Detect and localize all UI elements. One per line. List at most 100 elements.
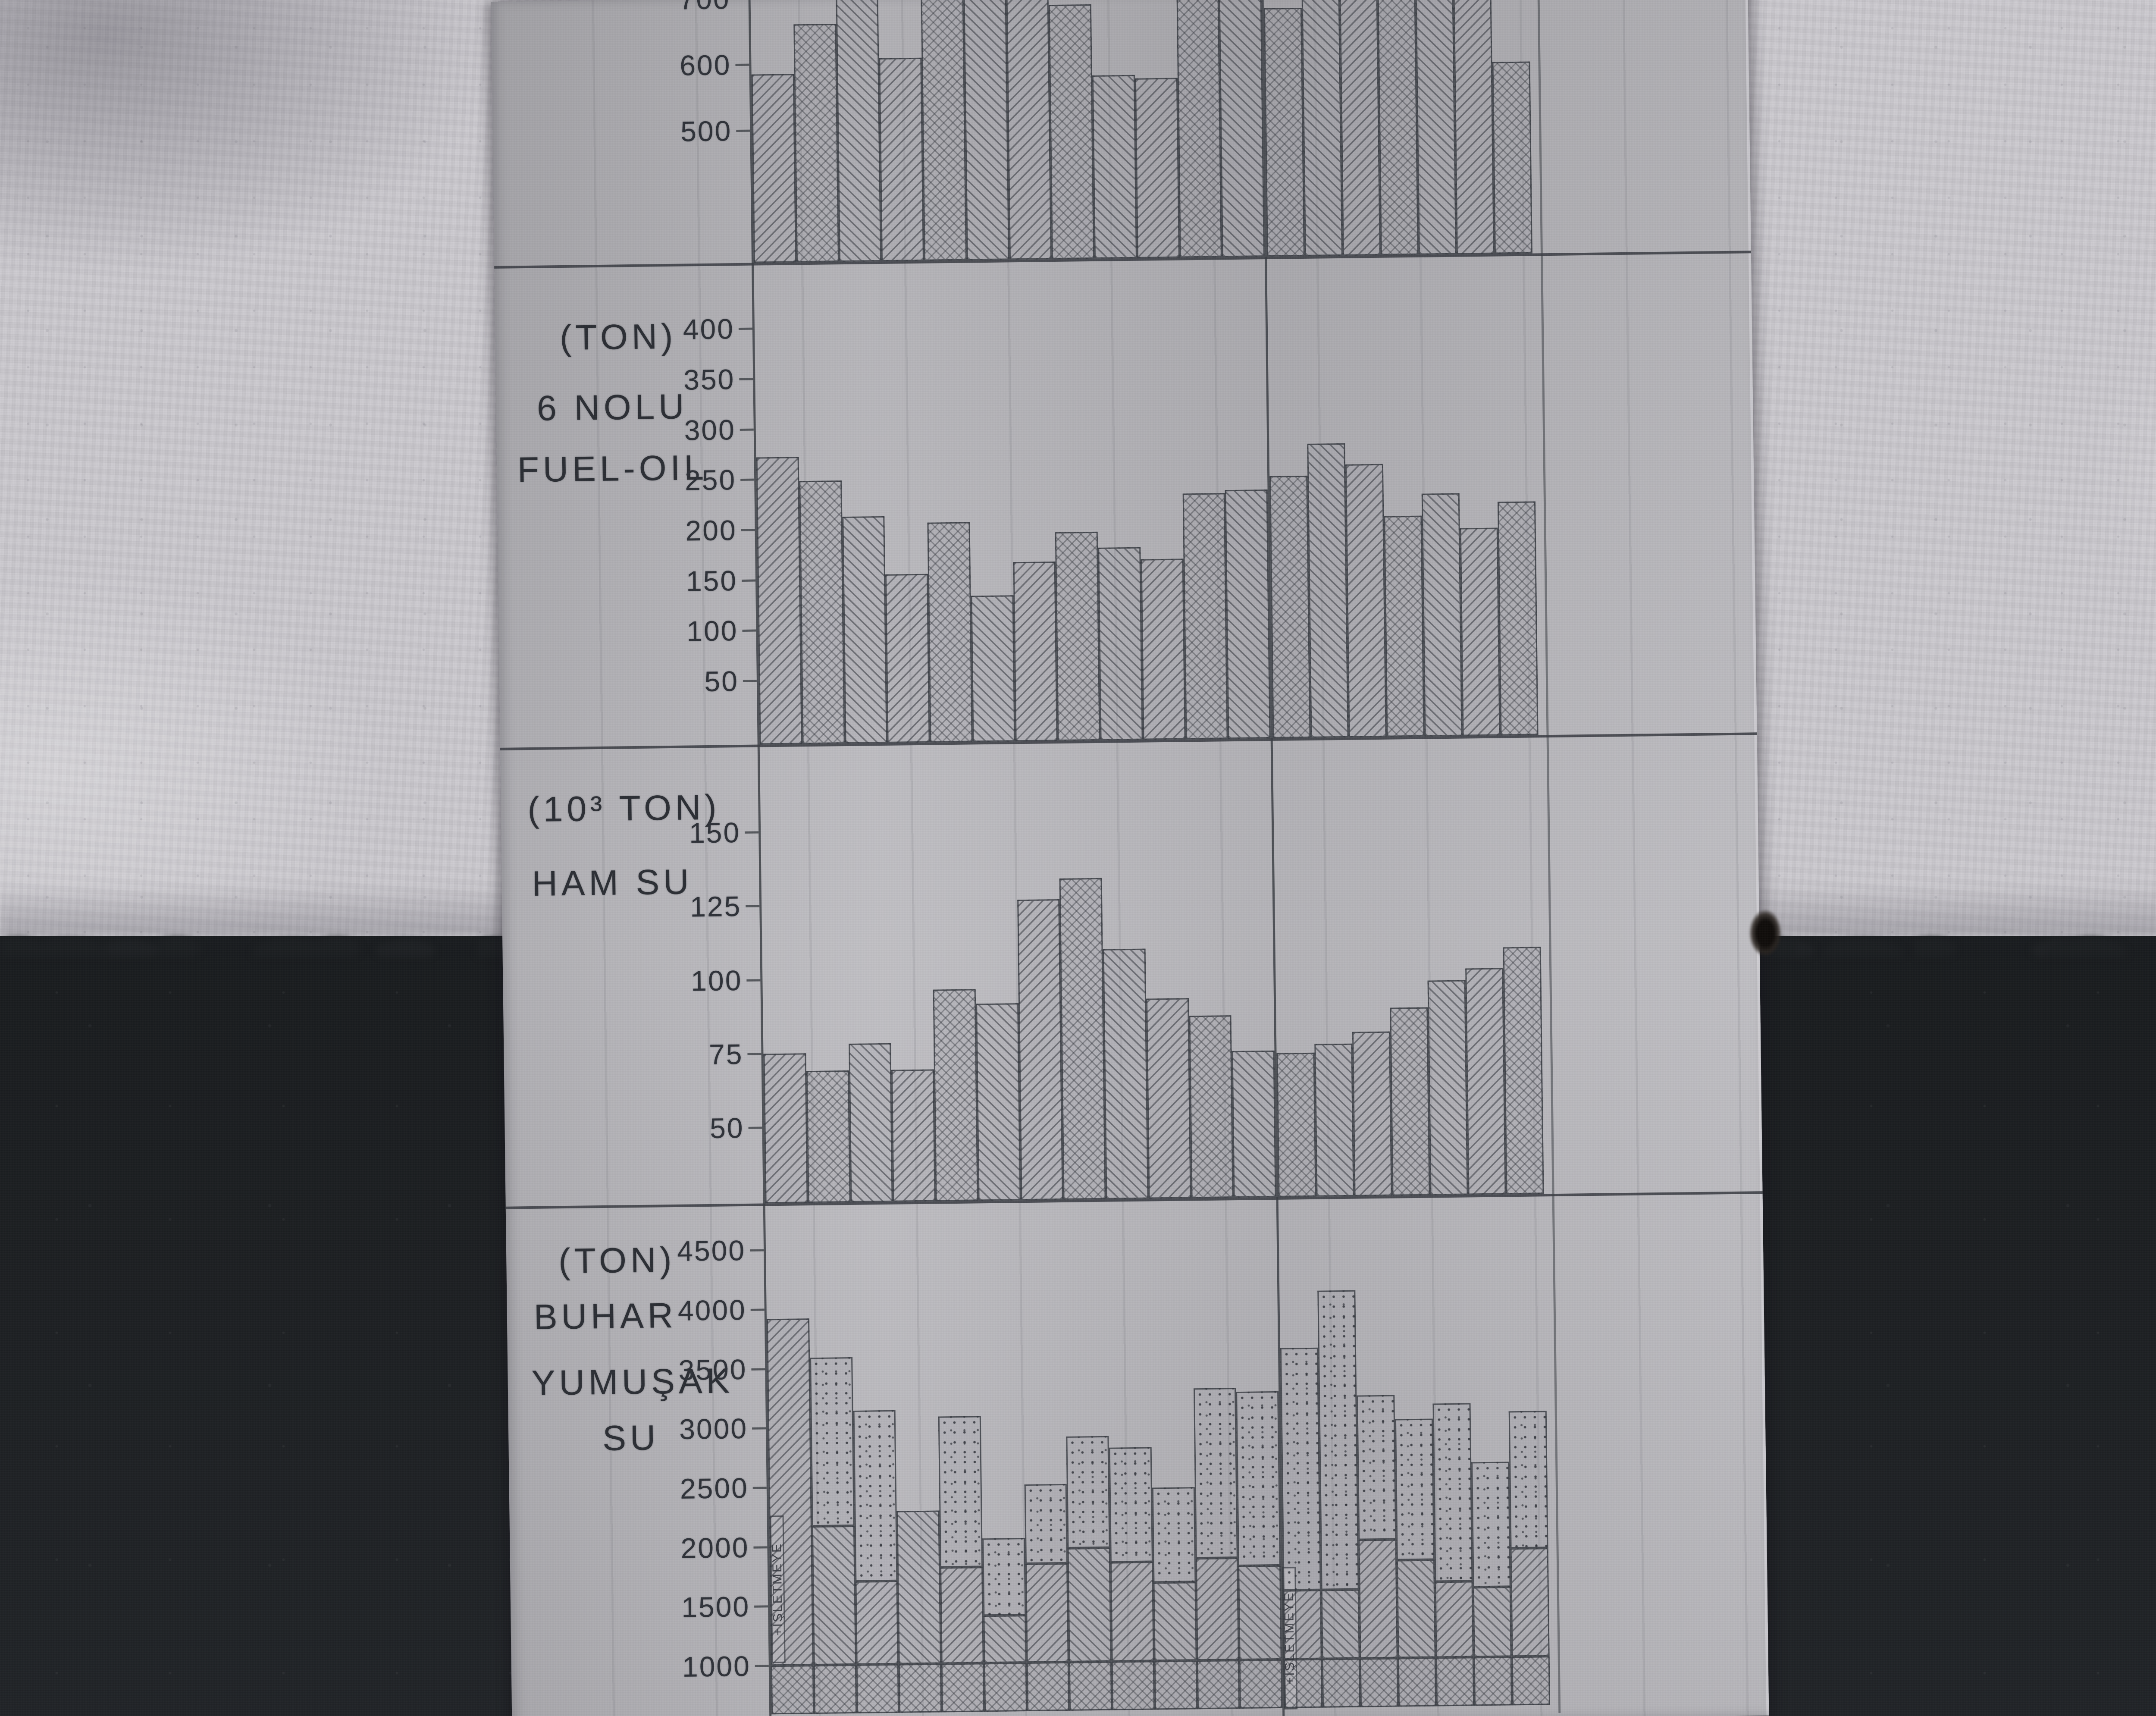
- bar: [1307, 443, 1348, 738]
- bar: [1492, 62, 1532, 254]
- bar: [1264, 8, 1305, 257]
- y-tick-mark: [749, 1126, 762, 1129]
- y-tick-mark: [751, 1368, 765, 1370]
- bar: [1006, 0, 1052, 260]
- bar: [1059, 878, 1106, 1200]
- bar-segment: [1432, 1403, 1473, 1581]
- bar-segment: [1358, 1539, 1398, 1658]
- bar-segment: [1471, 1462, 1511, 1587]
- y-tick-mark: [745, 831, 758, 834]
- y-tick-label: 200: [639, 514, 737, 548]
- bar: [891, 1069, 935, 1202]
- y-tick-mark: [753, 1546, 767, 1548]
- bar: [1013, 562, 1058, 742]
- y-tick-mark: [750, 1249, 764, 1252]
- chart-board: (TON) 6 NOLU FUEL-OIL (10³ TON) HAM SU (…: [491, 0, 1769, 1716]
- bar: [933, 989, 978, 1201]
- y-tick-mark: [746, 905, 759, 907]
- y-tick-label: 700: [633, 0, 730, 16]
- y-tick-label: 600: [634, 48, 731, 82]
- bar-segment: [1025, 1563, 1069, 1663]
- bar: [1377, 0, 1418, 255]
- bar: [1339, 0, 1380, 256]
- bar-segment: [983, 1615, 1026, 1663]
- bar: [842, 516, 887, 743]
- y-tick-label: 300: [638, 413, 736, 447]
- bar-segment: [1512, 1656, 1550, 1705]
- y-tick-mark: [743, 680, 757, 682]
- bar-segment: [1194, 1388, 1238, 1558]
- y-tick-label: 125: [644, 890, 742, 924]
- bar-segment: [1473, 1587, 1512, 1657]
- bar-segment: [814, 1665, 857, 1714]
- right-frame-line: [1547, 735, 1554, 1194]
- bar: [849, 1043, 893, 1202]
- y-tick-label: 350: [638, 363, 735, 397]
- bar-segment: [1283, 1590, 1322, 1660]
- bar-segment: [855, 1581, 899, 1665]
- y-tick-mark: [742, 630, 756, 632]
- bar: [756, 457, 802, 744]
- bar-segment: [941, 1663, 984, 1712]
- bar-segment: [1109, 1447, 1153, 1562]
- bar-segment: [856, 1664, 899, 1713]
- bar: [1103, 948, 1149, 1199]
- bar: [1390, 1007, 1430, 1195]
- bar-segment: [1360, 1658, 1398, 1707]
- bar-segment: [1110, 1562, 1154, 1662]
- y-tick-label: 1500: [653, 1590, 750, 1624]
- bar: [1135, 78, 1180, 258]
- bar: [1055, 532, 1100, 741]
- bar: [879, 58, 924, 261]
- bar-segment: [1112, 1661, 1155, 1710]
- bar: [1098, 547, 1143, 740]
- y-tick-label: 4000: [649, 1293, 746, 1327]
- y-tick-mark: [751, 1308, 765, 1311]
- y-tick-mark: [739, 328, 752, 330]
- bar: [1277, 1053, 1316, 1197]
- y-tick-label: 50: [641, 665, 739, 699]
- y-tick-mark: [755, 1665, 769, 1667]
- bar: [1301, 0, 1342, 256]
- bar-segment: [1474, 1656, 1512, 1706]
- bar: [1428, 980, 1468, 1195]
- bar: [1498, 501, 1539, 735]
- y-tick-mark: [736, 130, 750, 132]
- bar: [885, 574, 930, 743]
- bar-segment: [1317, 1290, 1359, 1590]
- chart-ink-layer: (TON) 6 NOLU FUEL-OIL (10³ TON) HAM SU (…: [491, 0, 1748, 2]
- bar: [1049, 4, 1094, 259]
- bar: [1503, 947, 1544, 1194]
- bar-segment: [1510, 1548, 1550, 1657]
- y-tick-label: 1000: [653, 1650, 751, 1684]
- bar-segment: [1026, 1662, 1069, 1711]
- bar-segment: [1152, 1487, 1196, 1583]
- y-tick-label: 150: [640, 564, 738, 598]
- y-tick-label: 3500: [650, 1352, 747, 1387]
- y-tick-mark: [740, 428, 754, 430]
- right-frame-line: [1541, 253, 1549, 735]
- bar: [806, 1070, 850, 1203]
- bar-segment: [1238, 1565, 1282, 1660]
- y-tick-mark: [746, 979, 760, 981]
- y-tick-mark: [735, 64, 749, 66]
- bar-segment: [1284, 1659, 1322, 1708]
- y-tick-label: 250: [639, 463, 736, 497]
- bar: [1219, 0, 1265, 257]
- bar-segment: [1024, 1484, 1068, 1564]
- bar: [971, 595, 1015, 742]
- bar-segment: [853, 1410, 898, 1581]
- y-tick-label: 400: [637, 312, 734, 346]
- bar: [1141, 559, 1185, 740]
- y-tick-label: 2000: [652, 1531, 749, 1565]
- bar: [1384, 516, 1424, 737]
- y-tick-mark: [747, 1053, 761, 1055]
- bar-segment: [1236, 1391, 1281, 1566]
- y-tick-mark: [739, 378, 753, 380]
- bar-segment: [1322, 1659, 1360, 1708]
- bar: [1146, 998, 1191, 1199]
- bar: [752, 74, 796, 263]
- y-tick-mark: [752, 1427, 766, 1430]
- bar: [921, 0, 967, 261]
- bar-segment: [1398, 1657, 1436, 1707]
